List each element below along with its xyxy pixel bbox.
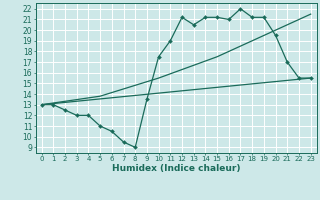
X-axis label: Humidex (Indice chaleur): Humidex (Indice chaleur) <box>112 164 240 173</box>
